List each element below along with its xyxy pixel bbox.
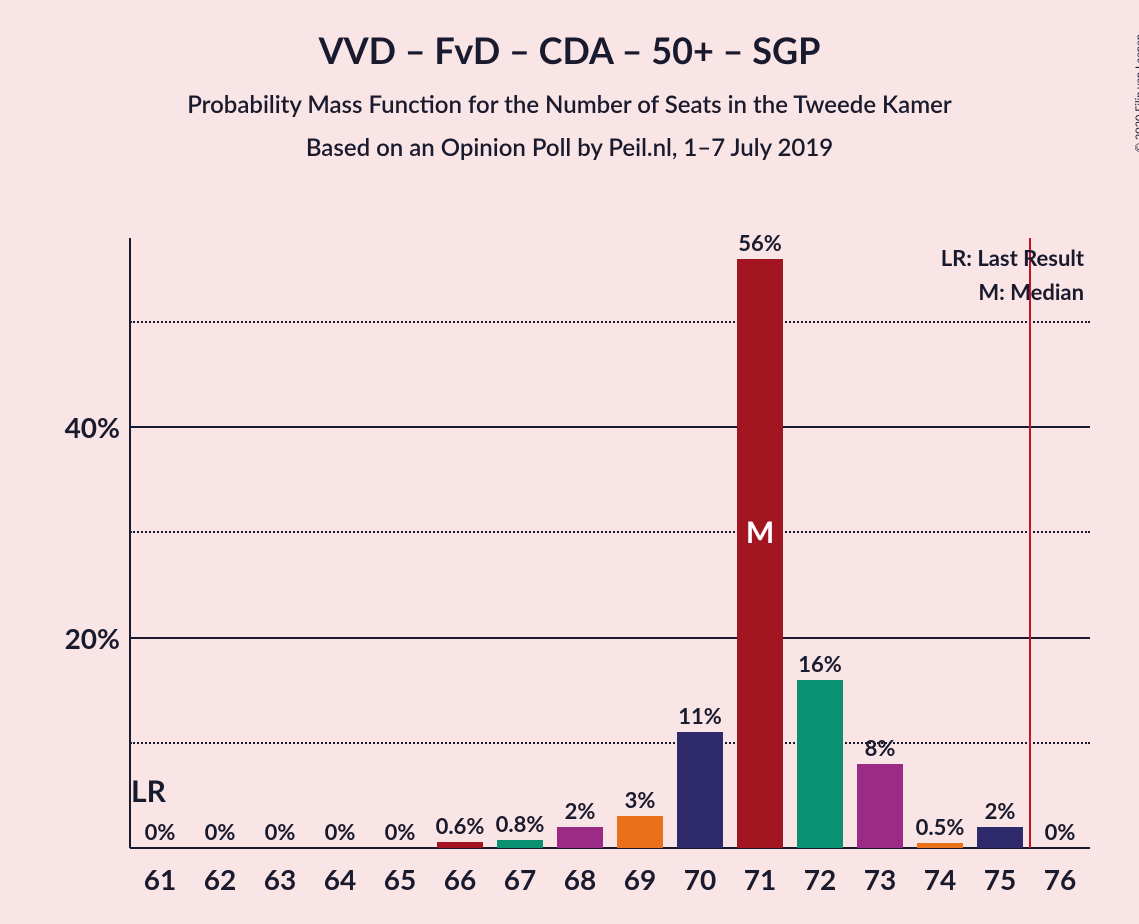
- x-axis-label: 70: [684, 848, 716, 896]
- last-result-marker: LR: [131, 773, 166, 809]
- legend-median: M: Median: [978, 278, 1084, 305]
- copyright-text: © 2020 Filip van Laenen: [1133, 34, 1139, 152]
- x-axis-label: 74: [924, 848, 956, 896]
- grid-major: [130, 426, 1090, 428]
- x-axis-label: 68: [564, 848, 596, 896]
- bar-value-label: 0%: [145, 818, 176, 845]
- grid-major: [130, 637, 1090, 639]
- chart-subtitle-2: Based on an Opinion Poll by Peil.nl, 1–7…: [0, 133, 1139, 162]
- bar-value-label: 0%: [325, 818, 356, 845]
- bar: [857, 764, 904, 848]
- y-axis-label: 40%: [65, 410, 130, 444]
- grid-minor: [130, 321, 1090, 323]
- x-axis-label: 61: [144, 848, 176, 896]
- x-axis-label: 76: [1044, 848, 1076, 896]
- legend-last-result: LR: Last Result: [941, 244, 1084, 271]
- x-axis-label: 63: [264, 848, 296, 896]
- bar-value-label: 56%: [738, 229, 782, 256]
- x-axis-label: 69: [624, 848, 656, 896]
- bar: [617, 816, 664, 848]
- bar-value-label: 2%: [985, 797, 1016, 824]
- bar-value-label: 0%: [1045, 818, 1076, 845]
- bar-value-label: 0%: [205, 818, 236, 845]
- bar: [797, 680, 844, 848]
- grid-minor: [130, 531, 1090, 533]
- bar: [497, 840, 544, 848]
- bar: [977, 827, 1024, 848]
- x-axis-label: 73: [864, 848, 896, 896]
- bar-value-label: 11%: [678, 702, 722, 729]
- median-marker: M: [746, 514, 774, 550]
- bar-value-label: 0.8%: [496, 810, 545, 837]
- x-axis-label: 65: [384, 848, 416, 896]
- y-axis: [129, 238, 131, 848]
- x-axis-label: 72: [804, 848, 836, 896]
- chart-subtitle-1: Probability Mass Function for the Number…: [0, 90, 1139, 119]
- chart-title: VVD – FvD – CDA – 50+ – SGP: [0, 28, 1139, 72]
- bar-value-label: 16%: [798, 650, 842, 677]
- x-axis-label: 67: [504, 848, 536, 896]
- x-axis-label: 75: [984, 848, 1016, 896]
- bar-value-label: 3%: [625, 786, 656, 813]
- bar-value-label: 0.6%: [436, 812, 485, 839]
- majority-line: [1029, 238, 1031, 848]
- x-axis-label: 64: [324, 848, 356, 896]
- x-axis-label: 62: [204, 848, 236, 896]
- y-axis-label: 20%: [65, 621, 130, 655]
- bar-value-label: 8%: [865, 734, 896, 761]
- x-axis-label: 71: [744, 848, 776, 896]
- bar: [677, 732, 724, 848]
- bar: [737, 259, 784, 848]
- bar-value-label: 0%: [265, 818, 296, 845]
- x-axis-label: 66: [444, 848, 476, 896]
- bar: [557, 827, 604, 848]
- chart-plot-area: 20%40%0%610%620%630%640%650.6%660.8%672%…: [130, 238, 1090, 848]
- grid-minor: [130, 742, 1090, 744]
- bar-value-label: 0.5%: [916, 813, 965, 840]
- bar-value-label: 0%: [385, 818, 416, 845]
- bar-value-label: 2%: [565, 797, 596, 824]
